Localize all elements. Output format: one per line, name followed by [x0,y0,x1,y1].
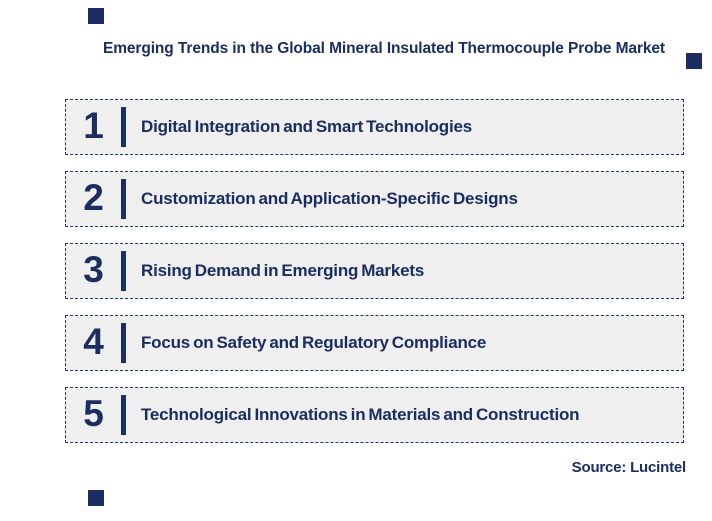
decor-square-top-left [88,8,104,24]
trend-label: Technological Innovations in Materials a… [141,405,580,424]
divider-bar [121,107,126,147]
divider-bar [121,179,126,219]
trend-label: Digital Integration and Smart Technologi… [141,117,472,136]
trend-number: 5 [83,393,104,434]
trend-row-3: 3 Rising Demand in Emerging Markets [65,243,684,299]
decor-square-bottom-left [88,490,104,506]
trend-label: Rising Demand in Emerging Markets [141,261,425,280]
trend-number: 4 [83,321,104,362]
divider-bar [121,395,126,435]
trend-row-5: 5 Technological Innovations in Materials… [65,387,684,443]
page-title: Emerging Trends in the Global Mineral In… [102,40,665,57]
trend-row-2: 2 Customization and Application-Specific… [65,171,684,227]
divider-bar [121,251,126,291]
trend-label: Customization and Application-Specific D… [141,189,518,208]
trend-number: 2 [83,177,104,218]
trend-row-4: 4 Focus on Safety and Regulatory Complia… [65,315,684,371]
source-credit: Source: Lucintel [571,459,687,476]
divider-bar [121,323,126,363]
trend-number: 3 [83,249,104,290]
trend-number: 1 [83,105,104,146]
decor-square-title-right [686,53,702,69]
trend-label: Focus on Safety and Regulatory Complianc… [141,333,487,352]
trend-row-1: 1 Digital Integration and Smart Technolo… [65,99,684,155]
trend-list: 1 Digital Integration and Smart Technolo… [65,99,684,459]
